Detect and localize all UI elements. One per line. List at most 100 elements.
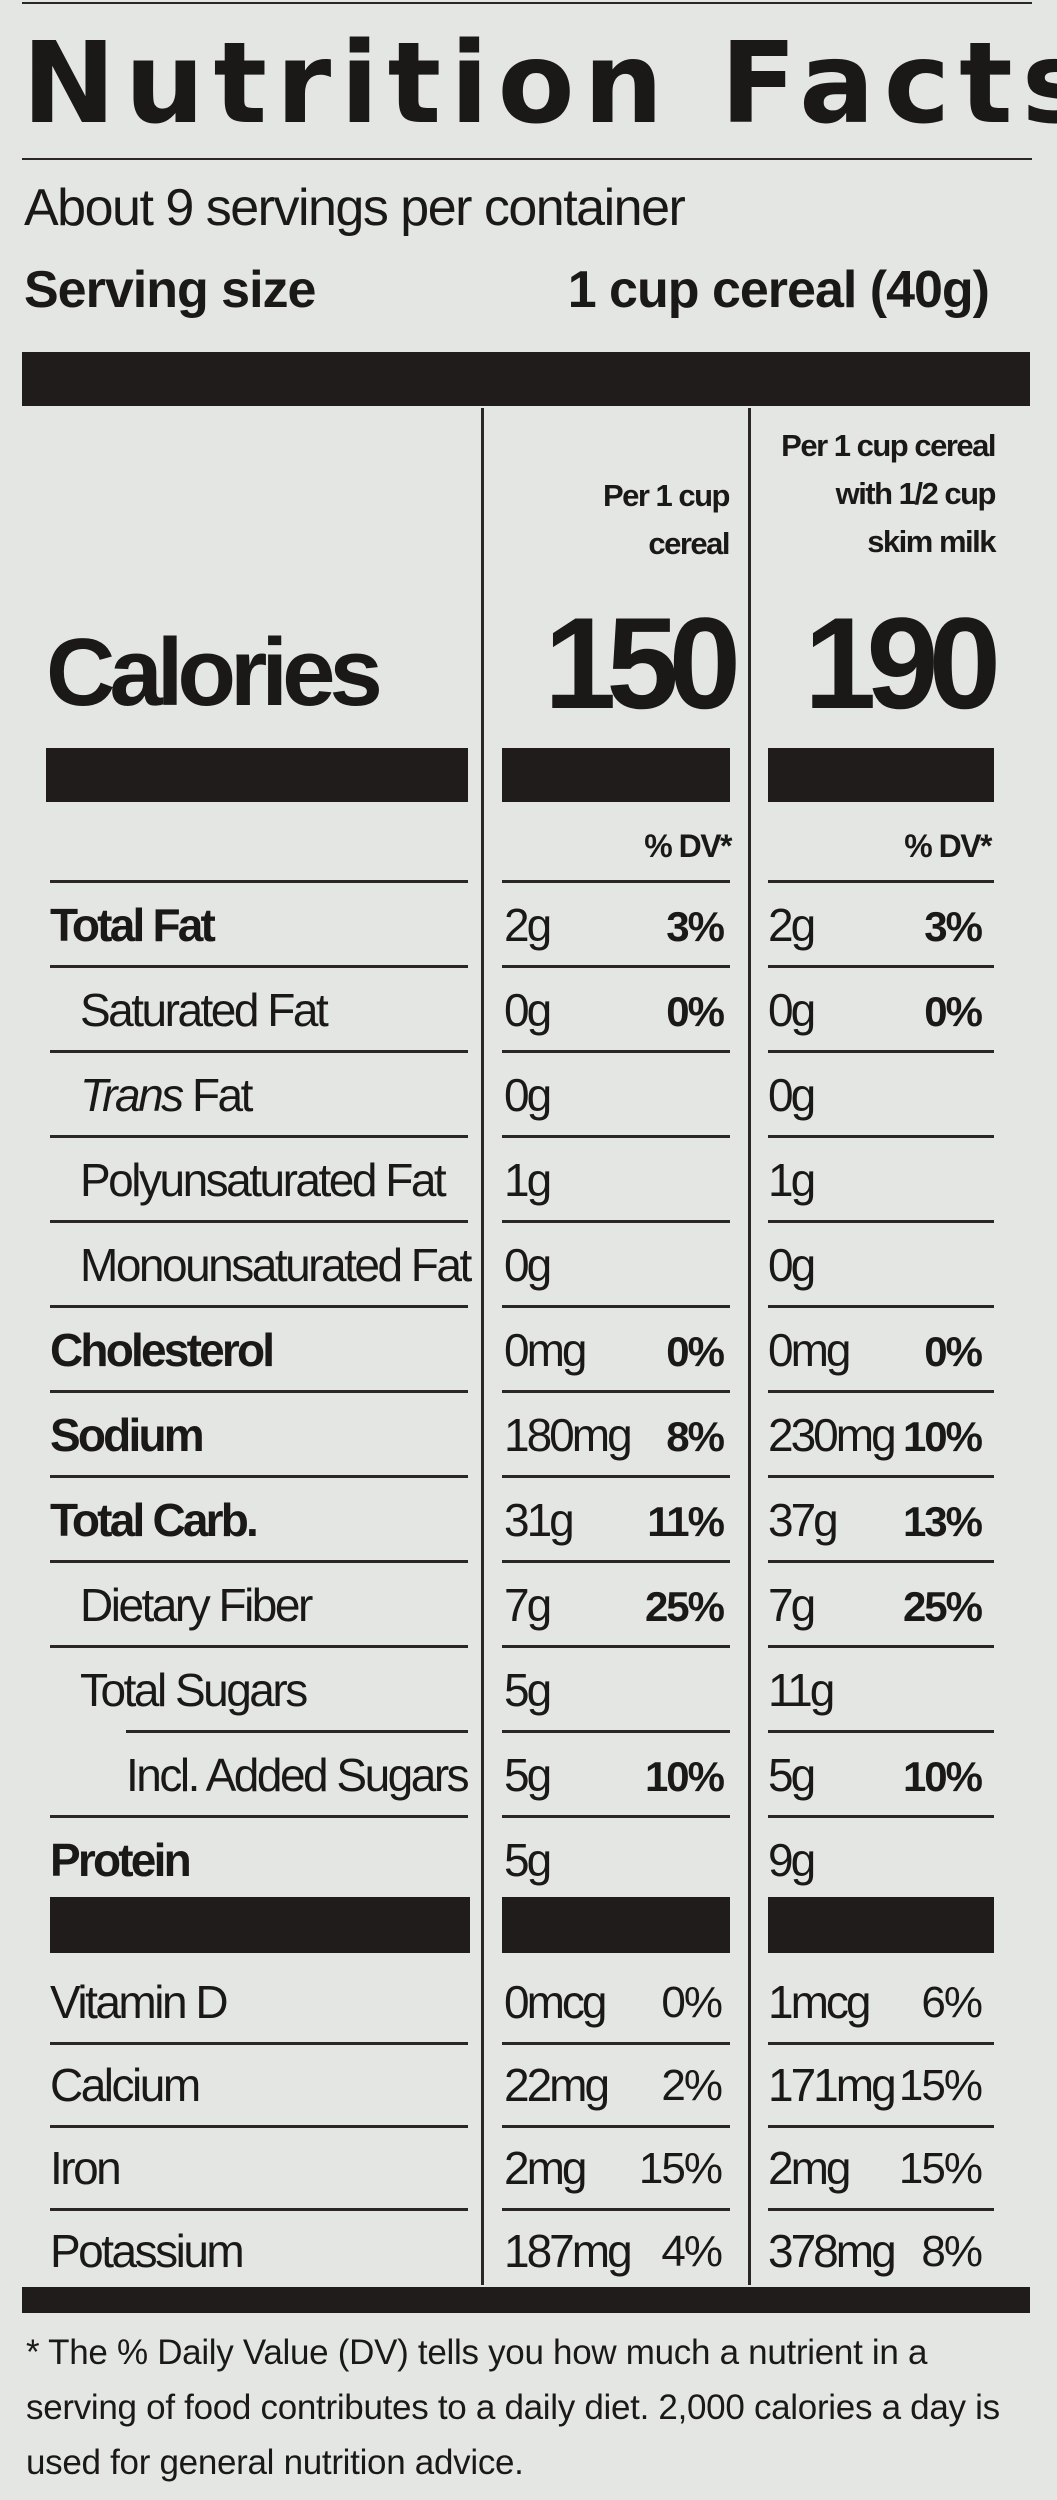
nutrient-dv-col2: 3% [924, 903, 983, 950]
column-2-header-line-2: with 1/2 cup [835, 476, 997, 511]
vitamin-rule-col2 [768, 2208, 994, 2211]
row-rule-col1 [502, 1390, 730, 1393]
column-divider-2 [748, 408, 751, 2285]
row-rule-col2 [768, 1815, 994, 1818]
calories-rule-col2 [768, 748, 994, 802]
row-rule-label [50, 1050, 468, 1053]
vitamin-rule-label [50, 2208, 468, 2211]
vitamin-amount-col1: 22mg [504, 2059, 610, 2111]
column-divider-1 [481, 408, 484, 2285]
row-rule-label [50, 1305, 468, 1308]
vitamin-rule-col1 [502, 2208, 730, 2211]
row-rule-label [50, 1390, 468, 1393]
vitamin-rule-label [50, 1897, 470, 1953]
vitamin-dv-col1: 15% [638, 2144, 723, 2193]
nutrient-amount-col2: 0mg [768, 1324, 852, 1376]
row-rule-col1 [502, 1560, 730, 1563]
row-rule-col2 [768, 1645, 994, 1648]
nutrient-amount-col1: 5g [504, 1749, 552, 1801]
row-rule-col1 [502, 1135, 730, 1138]
calories-label: Calories [46, 619, 383, 726]
servings-per-container: About 9 servings per container [24, 179, 686, 237]
nutrient-label: Monounsaturated Fat [80, 1239, 472, 1291]
vitamin-dv-col2: 8% [921, 2227, 983, 2276]
row-rule-col2 [768, 1220, 994, 1223]
nutrient-amount-col1: 0mg [504, 1324, 588, 1376]
nutrient-amount-col1: 7g [504, 1579, 552, 1631]
vitamin-dv-col1: 2% [661, 2061, 723, 2110]
nutrient-dv-col2: 13% [902, 1498, 983, 1545]
nutrient-dv-col2: 25% [902, 1583, 983, 1630]
vitamin-dv-col1: 4% [661, 2227, 723, 2276]
row-rule-col2 [768, 1135, 994, 1138]
thick-rule-bottom [22, 2287, 1030, 2313]
nutrient-dv-col1: 0% [666, 988, 725, 1035]
nutrient-amount-col1: 180mg [504, 1409, 633, 1461]
title-rule [22, 158, 1032, 160]
nutrient-amount-col1: 0g [504, 1069, 552, 1121]
vitamin-label: Vitamin D [50, 1976, 229, 2028]
nutrient-dv-col2: 10% [902, 1753, 983, 1800]
column-2-header-line-1: Per 1 cup cereal [781, 428, 996, 463]
nutrient-amount-col1: 0g [504, 1239, 552, 1291]
vitamin-rule-col2 [768, 1897, 994, 1953]
row-rule-label [50, 880, 468, 883]
row-rule-col1 [502, 1730, 730, 1733]
nutrient-amount-col1: 5g [504, 1834, 552, 1886]
nutrient-label-rest: Fat [181, 1069, 253, 1121]
vitamin-amount-col2: 378mg [768, 2225, 897, 2277]
row-rule-col2 [768, 1050, 994, 1053]
row-rule-col1 [502, 1305, 730, 1308]
vitamin-amount-col2: 1mcg [768, 1976, 871, 2028]
nutrient-label: Saturated Fat [80, 984, 329, 1036]
nutrient-label: Protein [50, 1834, 192, 1886]
nutrient-amount-col1: 5g [504, 1664, 552, 1716]
nutrient-amount-col2: 9g [768, 1834, 816, 1886]
vitamin-label: Iron [50, 2142, 122, 2194]
calories-rule-label [46, 748, 468, 802]
nutrient-label: Incl. Added Sugars [126, 1749, 470, 1801]
nutrient-label: Dietary Fiber [80, 1579, 313, 1631]
vitamin-rule-label [50, 2125, 468, 2128]
nutrient-amount-col1: 0g [504, 984, 552, 1036]
nutrient-amount-col2: 1g [768, 1154, 816, 1206]
vitamin-rule-col1 [502, 2125, 730, 2128]
column-1-header-line-1: Per 1 cup [602, 478, 731, 513]
row-rule-col2 [768, 1475, 994, 1478]
row-rule-col1 [502, 1475, 730, 1478]
vitamin-amount-col2: 2mg [768, 2142, 852, 2194]
vitamin-dv-col2: 15% [898, 2061, 983, 2110]
row-rule-col2 [768, 965, 994, 968]
calories-rule-col1 [502, 748, 730, 802]
row-rule-col2 [768, 1730, 994, 1733]
vitamin-label: Potassium [50, 2225, 245, 2277]
column-2-header: Per 1 cup cereal with 1/2 cup skim milk [781, 422, 997, 566]
vitamin-rule-col1 [502, 2042, 730, 2045]
nutrient-label-italic: Trans [80, 1069, 184, 1121]
nutrient-label: Trans Fat [80, 1069, 253, 1121]
vitamin-rule-col2 [768, 2125, 994, 2128]
nutrient-amount-col2: 230mg [768, 1409, 897, 1461]
column-1-header: Per 1 cup cereal [602, 472, 731, 568]
row-rule-col1 [502, 880, 730, 883]
nutrient-amount-col2: 5g [768, 1749, 816, 1801]
nutrient-amount-col2: 37g [768, 1494, 839, 1546]
calories-value-col2: 190 [804, 590, 1001, 736]
vitamin-dv-col1: 0% [661, 1978, 723, 2027]
nutrient-dv-col1: 0% [666, 1328, 725, 1375]
nutrient-dv-col1: 25% [644, 1583, 725, 1630]
row-rule-col1 [502, 965, 730, 968]
top-rule [22, 2, 1032, 4]
thick-rule-top [22, 352, 1030, 406]
row-rule-label [50, 1135, 468, 1138]
dv-header-col1: % DV* [644, 828, 732, 864]
row-rule-col1 [502, 1050, 730, 1053]
row-rule-col1 [502, 1815, 730, 1818]
vitamin-dv-col2: 6% [921, 1978, 983, 2027]
row-rule-label [126, 1730, 468, 1733]
row-rule-label [50, 1560, 468, 1563]
vitamin-label: Calcium [50, 2059, 201, 2111]
nutrient-amount-col2: 7g [768, 1579, 816, 1631]
footnote: * The % Daily Value (DV) tells you how m… [26, 2333, 1000, 2482]
vitamin-amount-col1: 2mg [504, 2142, 588, 2194]
